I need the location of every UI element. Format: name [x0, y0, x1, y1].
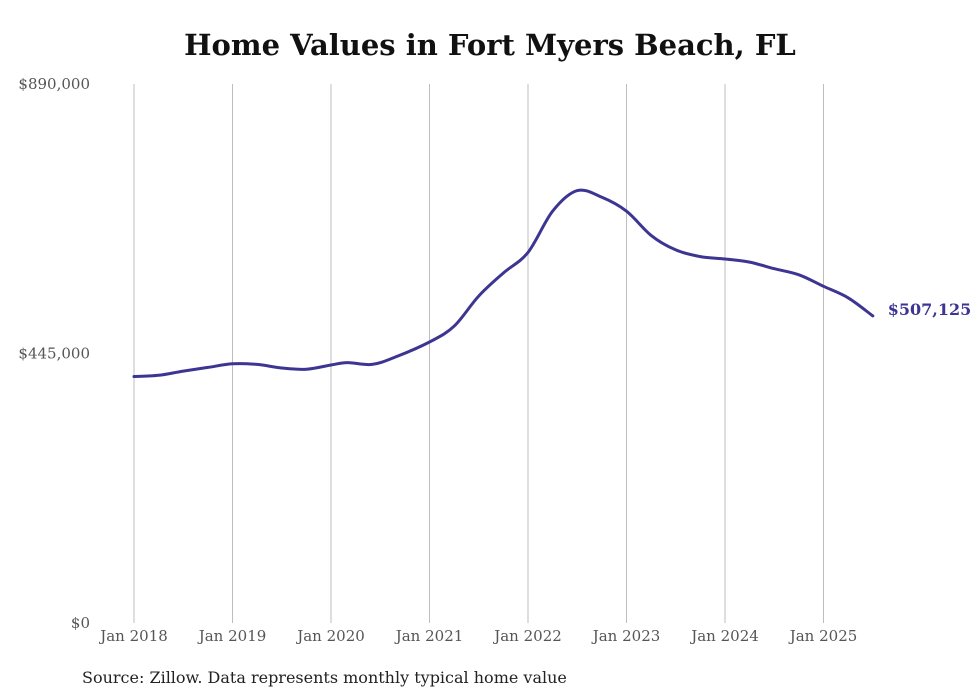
chart-title: Home Values in Fort Myers Beach, FL [184, 28, 796, 62]
series-line [132, 188, 875, 378]
source-note: Source: Zillow. Data represents monthly … [82, 668, 567, 687]
x-tick-label: Jan 2023 [591, 627, 661, 645]
x-tick-label: Jan 2025 [788, 627, 858, 645]
y-tick-label: $890,000 [18, 75, 90, 93]
end-value-label: $507,125 [888, 300, 972, 319]
x-tick-label: Jan 2022 [492, 627, 562, 645]
x-tick-label: Jan 2021 [394, 627, 464, 645]
y-tick-label: $0 [71, 614, 90, 632]
x-tick-label: Jan 2019 [197, 627, 267, 645]
x-tick-label: Jan 2020 [295, 627, 365, 645]
grid-lines [133, 84, 824, 623]
x-axis-ticks: Jan 2018 Jan 2019 Jan 2020 Jan 2021 Jan 2022… [98, 627, 857, 645]
x-tick-label: Jan 2018 [98, 627, 168, 645]
y-tick-label: $445,000 [18, 345, 90, 363]
y-axis-ticks: $0 $445,000 $890,000 [18, 75, 90, 632]
x-tick-label: Jan 2024 [689, 627, 759, 645]
